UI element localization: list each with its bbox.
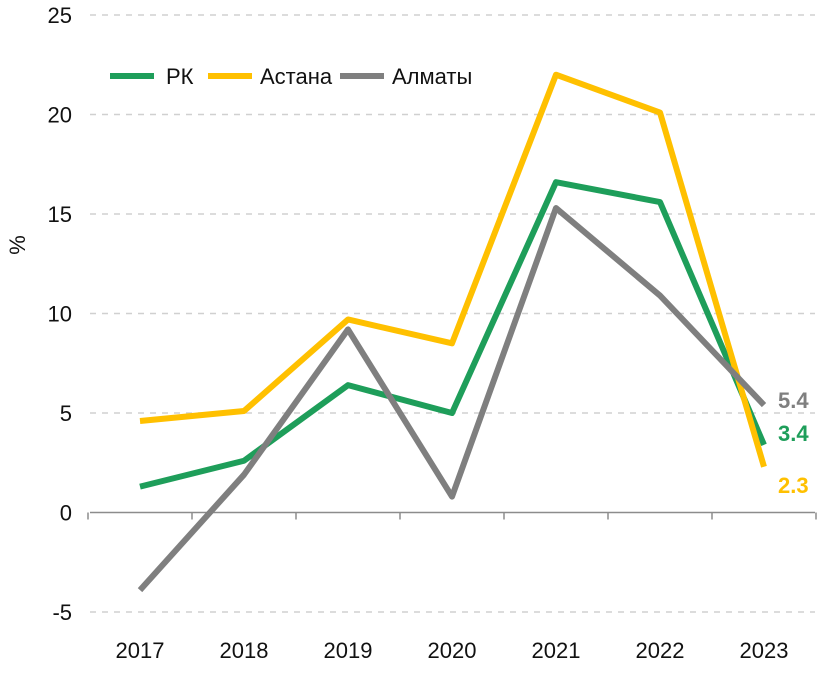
series-layer xyxy=(137,71,767,593)
y-tick-label: 25 xyxy=(48,3,72,28)
series-line xyxy=(139,179,767,490)
y-tick-label: -5 xyxy=(52,600,72,625)
legend: РК Астана Алматы xyxy=(110,64,472,89)
end-data-label: 5.4 xyxy=(778,388,809,413)
x-tick-label: 2020 xyxy=(428,638,477,663)
legend-label: Астана xyxy=(260,64,333,89)
series-line xyxy=(139,71,767,468)
y-tick-label: 10 xyxy=(48,302,72,327)
y-axis-label: % xyxy=(5,235,30,255)
legend-label: Алматы xyxy=(392,64,472,89)
axis-layer: -5 0 5 10 15 20 25 2017 2018 2019 2020 2021 2022 2023 xyxy=(48,3,817,663)
end-label-layer: 3.4 2.3 5.4 xyxy=(778,388,809,498)
x-tick-label: 2023 xyxy=(740,638,789,663)
x-tick-label: 2022 xyxy=(636,638,685,663)
x-tick-label: 2017 xyxy=(116,638,165,663)
y-tick-label: 15 xyxy=(48,202,72,227)
y-tick-label: 0 xyxy=(60,501,72,526)
series-line xyxy=(137,205,767,593)
x-tick-label: 2018 xyxy=(220,638,269,663)
x-tick-label: 2021 xyxy=(532,638,581,663)
y-tick-label: 20 xyxy=(48,103,72,128)
x-tick-label: 2019 xyxy=(324,638,373,663)
legend-label: РК xyxy=(166,64,194,89)
y-tick-label: 5 xyxy=(60,401,72,426)
end-data-label: 2.3 xyxy=(778,473,809,498)
end-data-label: 3.4 xyxy=(778,421,809,446)
